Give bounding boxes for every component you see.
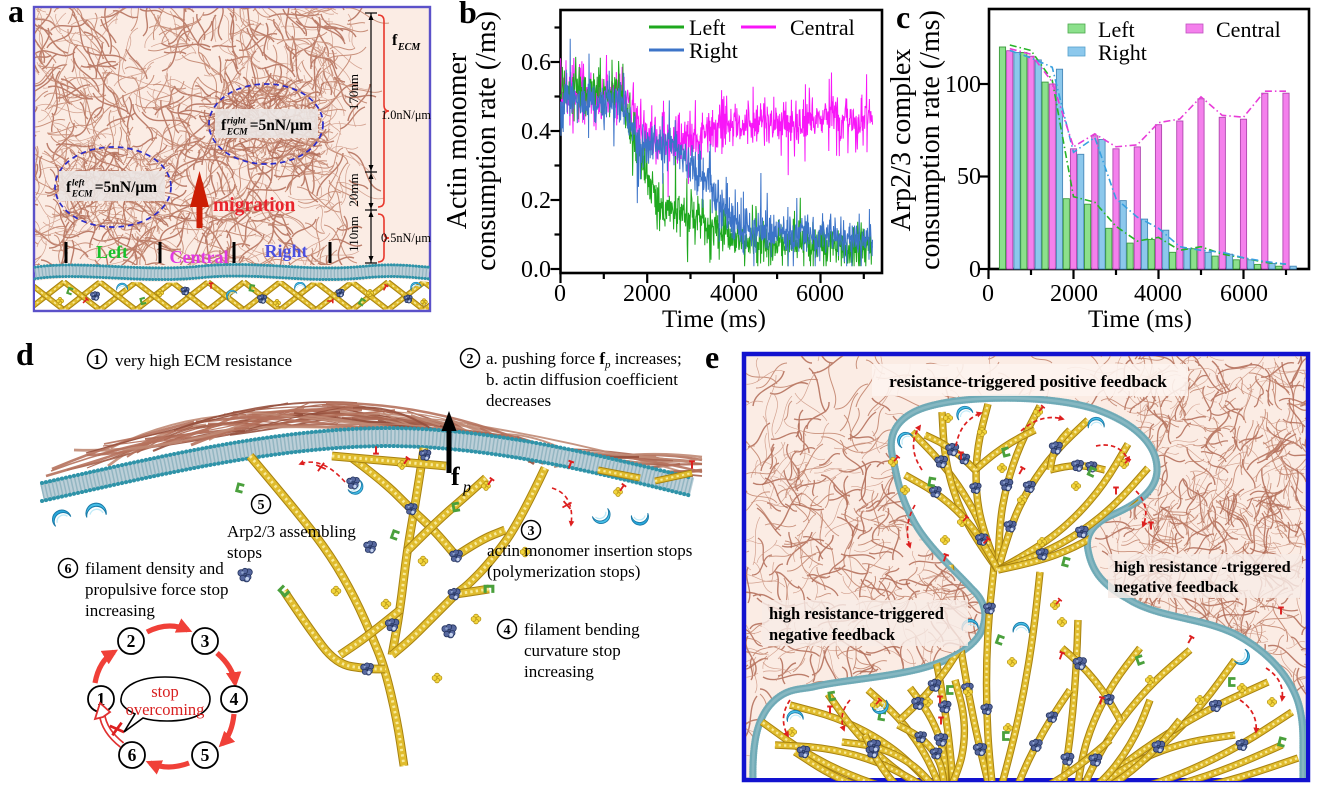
svg-text:1.0nN/μm: 1.0nN/μm [381,108,431,122]
svg-text:resistance-triggered positive: resistance-triggered positive feedback [889,372,1167,391]
svg-text:Time (ms): Time (ms) [1088,306,1192,333]
svg-text:propulsive force stop: propulsive force stop [85,580,229,599]
svg-text:2: 2 [467,352,474,367]
svg-text:(polymerization stops): (polymerization stops) [487,562,640,581]
svg-text:Right: Right [1098,40,1147,65]
svg-text:a. pushing force fp increases;: a. pushing force fp increases; [486,349,682,371]
svg-text:filament density and: filament density and [85,559,224,578]
svg-text:c: c [896,0,910,35]
svg-text:1: 1 [97,689,106,709]
svg-text:ECM: ECM [71,189,93,199]
svg-text:0.4: 0.4 [521,119,551,145]
svg-text:4000: 4000 [1134,281,1182,307]
svg-text:2000: 2000 [1050,281,1098,307]
svg-text:1: 1 [94,353,101,368]
svg-text:curvature stop: curvature stop [524,641,621,660]
svg-text:6: 6 [65,562,72,577]
svg-text:Left: Left [96,242,128,262]
svg-text:b: b [459,0,477,30]
svg-text:3: 3 [201,631,210,651]
svg-text:170nm: 170nm [346,74,361,110]
svg-text:0.6: 0.6 [521,50,551,76]
svg-text:e: e [705,339,719,375]
svg-text:Central: Central [790,15,855,40]
svg-text:110nm: 110nm [346,216,361,252]
svg-text:right: right [227,117,246,127]
svg-text:0.2: 0.2 [521,188,551,214]
svg-text:left: left [72,179,85,189]
svg-text:=5nN/μm: =5nN/μm [250,117,312,134]
svg-text:filament bending: filament bending [524,620,640,639]
svg-text:negative feedback: negative feedback [1114,577,1239,596]
svg-text:20mm: 20mm [346,173,361,206]
svg-text:migration: migration [213,195,295,216]
svg-text:Right: Right [689,38,738,63]
svg-text:p: p [462,479,471,496]
svg-text:high resistance -triggered: high resistance -triggered [1114,557,1291,576]
svg-text:50: 50 [957,164,981,190]
svg-text:increasing: increasing [85,601,155,620]
svg-text:Left: Left [1098,17,1135,42]
svg-text:0: 0 [982,281,994,307]
svg-text:f: f [221,117,227,134]
svg-text:6000: 6000 [796,281,844,307]
svg-text:Time (ms): Time (ms) [662,306,766,333]
svg-text:Central: Central [170,247,229,267]
svg-text:4: 4 [504,623,511,638]
svg-text:0: 0 [969,257,981,283]
svg-text:negative feedback: negative feedback [769,625,896,644]
svg-text:Left: Left [689,15,726,40]
svg-text:3: 3 [528,524,535,539]
svg-text:b. actin diffusion coefficient: b. actin diffusion coefficient [486,370,678,389]
svg-text:ECM: ECM [397,42,421,53]
svg-text:0: 0 [554,281,566,307]
svg-text:consumption rate (/ms): consumption rate (/ms) [471,11,502,271]
svg-text:5: 5 [201,745,210,765]
svg-text:2: 2 [127,631,136,651]
svg-text:100: 100 [945,72,981,98]
svg-text:decreases: decreases [486,391,551,410]
svg-text:overcoming: overcoming [126,700,205,719]
svg-text:=5nN/μm: =5nN/μm [95,179,157,196]
svg-text:f: f [451,462,460,491]
svg-text:Arp2/3 complex: Arp2/3 complex [886,49,917,232]
svg-text:d: d [16,336,34,372]
svg-text:Central: Central [1216,17,1281,42]
svg-text:4000: 4000 [710,281,758,307]
svg-text:6000: 6000 [1220,281,1268,307]
svg-text:very high ECM resistance: very high ECM resistance [115,351,292,370]
svg-text:actin monomer insertion stops: actin monomer insertion stops [487,541,692,560]
svg-text:0.5nN/μm: 0.5nN/μm [381,231,431,245]
svg-text:high resistance-triggered: high resistance-triggered [769,604,944,623]
svg-text:Right: Right [264,241,307,261]
svg-text:0.0: 0.0 [521,257,551,283]
svg-text:6: 6 [128,745,137,765]
svg-text:2000: 2000 [623,281,671,307]
svg-text:stop: stop [151,682,179,701]
svg-text:f: f [66,179,72,196]
svg-text:f: f [392,32,398,49]
svg-text:a: a [8,0,24,29]
svg-text:consumption rate (/ms): consumption rate (/ms) [915,10,946,270]
svg-text:ECM: ECM [226,127,248,137]
svg-text:increasing: increasing [524,662,594,681]
svg-text:Actin monomer: Actin monomer [442,52,473,229]
svg-text:4: 4 [230,689,239,709]
svg-text:Arp2/3 assembling: Arp2/3 assembling [227,522,356,541]
svg-text:stops: stops [227,543,262,562]
svg-text:5: 5 [258,498,265,513]
